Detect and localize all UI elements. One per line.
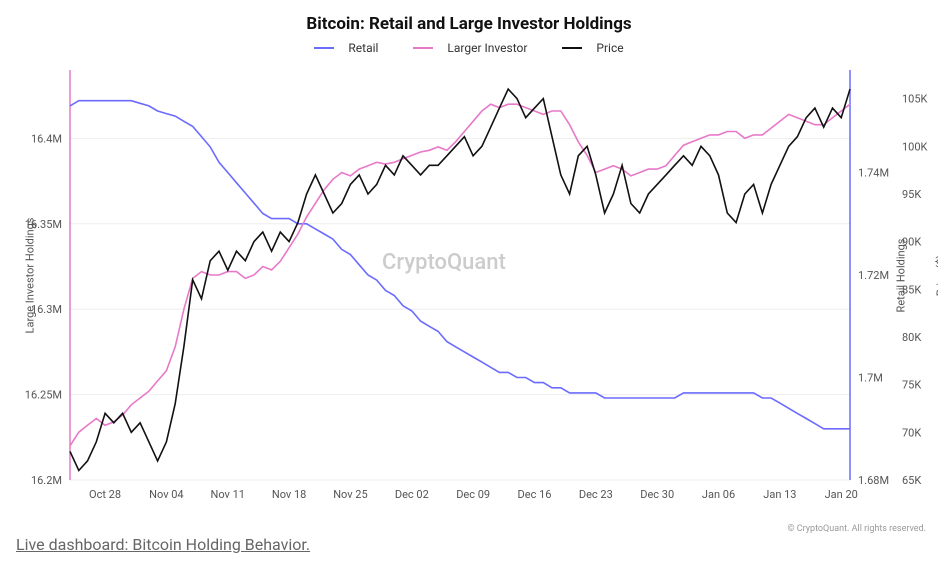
svg-text:100K: 100K: [902, 140, 928, 153]
svg-text:Nov 11: Nov 11: [211, 488, 245, 501]
svg-text:Dec 23: Dec 23: [579, 488, 613, 501]
svg-text:105K: 105K: [902, 93, 928, 106]
svg-text:Dec 02: Dec 02: [395, 488, 429, 501]
chart-container: { "chart": { "type": "line-multi-axis", …: [0, 0, 938, 562]
y-axis-label-right-inner: Retail Holdings: [895, 231, 908, 321]
svg-text:1.74M: 1.74M: [858, 167, 889, 180]
svg-text:65K: 65K: [902, 474, 921, 487]
y-axis-label-right-outer: Price ($): [935, 241, 938, 311]
svg-text:Nov 18: Nov 18: [272, 488, 306, 501]
dashboard-link[interactable]: Live dashboard: Bitcoin Holding Behavior…: [16, 535, 310, 554]
svg-text:1.72M: 1.72M: [858, 269, 889, 282]
svg-text:70K: 70K: [902, 426, 921, 439]
svg-text:Jan 13: Jan 13: [763, 488, 796, 501]
svg-text:80K: 80K: [902, 331, 921, 344]
svg-text:1.68M: 1.68M: [858, 474, 889, 487]
copyright-text: © CryptoQuant. All rights reserved.: [787, 524, 926, 534]
svg-text:Nov 25: Nov 25: [333, 488, 367, 501]
svg-text:1.7M: 1.7M: [858, 372, 883, 385]
svg-text:16.25M: 16.25M: [25, 389, 62, 402]
svg-text:Jan 06: Jan 06: [702, 488, 735, 501]
y-axis-label-left: Large Investor Holdings: [24, 216, 37, 336]
svg-text:95K: 95K: [902, 188, 921, 201]
chart-svg: 16.2M16.25M16.3M16.35M16.4M1.68M1.7M1.72…: [0, 0, 938, 562]
svg-text:Dec 09: Dec 09: [456, 488, 490, 501]
svg-text:Dec 30: Dec 30: [640, 488, 674, 501]
svg-text:Oct 28: Oct 28: [89, 488, 121, 501]
svg-text:Jan 20: Jan 20: [825, 488, 858, 501]
svg-text:Dec 16: Dec 16: [518, 488, 552, 501]
svg-text:Nov 04: Nov 04: [149, 488, 183, 501]
svg-text:16.4M: 16.4M: [31, 132, 62, 145]
svg-text:16.2M: 16.2M: [31, 474, 62, 487]
svg-text:75K: 75K: [902, 379, 921, 392]
watermark: CryptoQuant: [382, 250, 506, 275]
